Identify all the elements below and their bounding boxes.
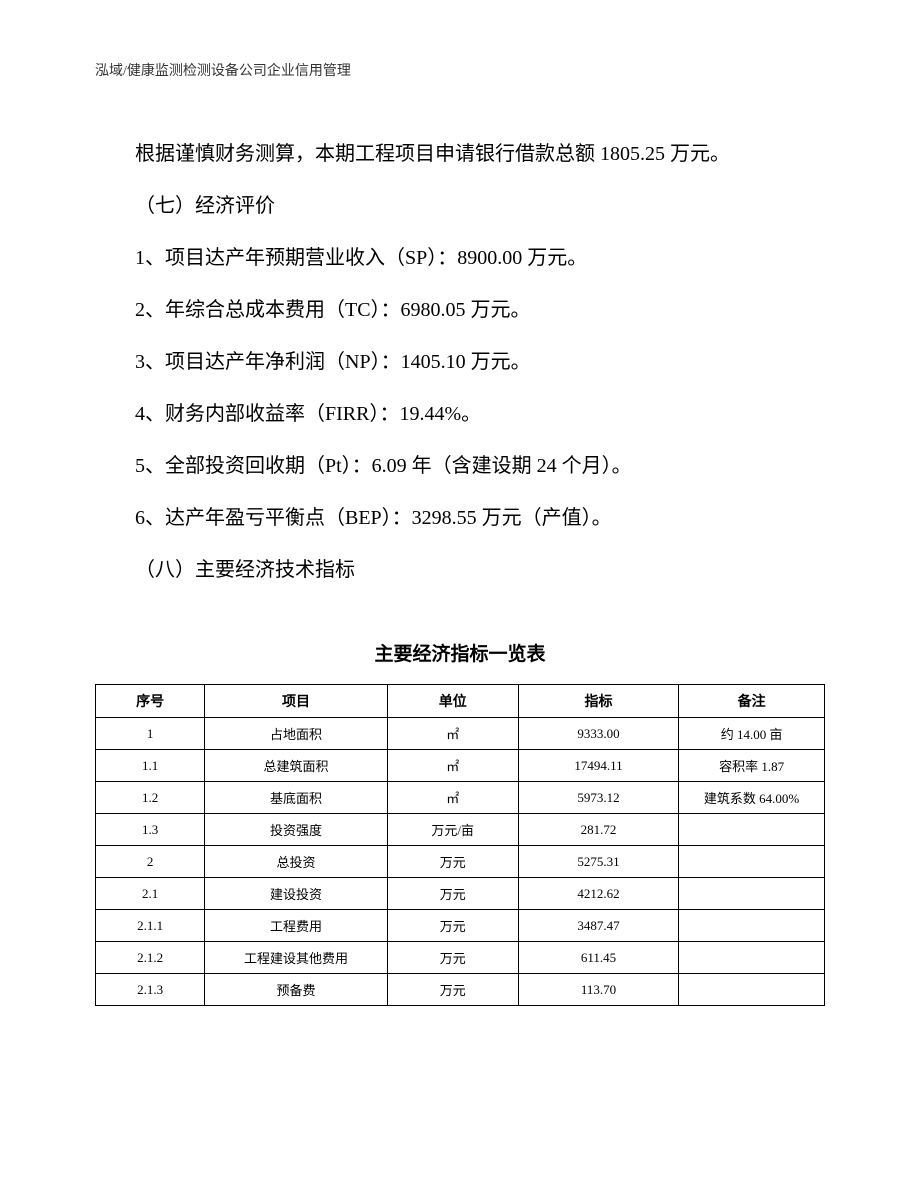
eval-item-6: 6、达产年盈亏平衡点（BEP）：3298.55 万元（产值）。 [95,494,825,542]
cell-unit: ㎡ [387,782,518,814]
eval-item-5: 5、全部投资回收期（Pt）：6.09 年（含建设期 24 个月）。 [95,442,825,490]
cell-note [679,814,825,846]
table-row: 1.2 基底面积 ㎡ 5973.12 建筑系数 64.00% [96,782,825,814]
cell-item: 占地面积 [205,718,387,750]
cell-seq: 2 [96,846,205,878]
cell-unit: 万元/亩 [387,814,518,846]
col-header-value: 指标 [518,685,678,718]
cell-value: 5275.31 [518,846,678,878]
cell-unit: 万元 [387,878,518,910]
cell-value: 281.72 [518,814,678,846]
cell-unit: 万元 [387,910,518,942]
cell-unit: 万元 [387,942,518,974]
cell-seq: 2.1.2 [96,942,205,974]
cell-value: 611.45 [518,942,678,974]
cell-seq: 2.1 [96,878,205,910]
cell-value: 5973.12 [518,782,678,814]
cell-note [679,974,825,1006]
eval-item-3: 3、项目达产年净利润（NP）：1405.10 万元。 [95,338,825,386]
cell-value: 9333.00 [518,718,678,750]
cell-note [679,878,825,910]
cell-note [679,942,825,974]
cell-note [679,910,825,942]
cell-value: 17494.11 [518,750,678,782]
col-header-seq: 序号 [96,685,205,718]
cell-value: 3487.47 [518,910,678,942]
cell-item: 基底面积 [205,782,387,814]
cell-unit: ㎡ [387,750,518,782]
cell-item: 建设投资 [205,878,387,910]
cell-seq: 1.2 [96,782,205,814]
table-row: 1 占地面积 ㎡ 9333.00 约 14.00 亩 [96,718,825,750]
table-body: 1 占地面积 ㎡ 9333.00 约 14.00 亩 1.1 总建筑面积 ㎡ 1… [96,718,825,1006]
table-row: 1.1 总建筑面积 ㎡ 17494.11 容积率 1.87 [96,750,825,782]
section-seven-title: （七）经济评价 [95,182,825,230]
cell-note [679,846,825,878]
eval-item-2: 2、年综合总成本费用（TC）：6980.05 万元。 [95,286,825,334]
intro-paragraph: 根据谨慎财务测算，本期工程项目申请银行借款总额 1805.25 万元。 [95,130,825,178]
cell-unit: 万元 [387,974,518,1006]
economic-indicators-table: 序号 项目 单位 指标 备注 1 占地面积 ㎡ 9333.00 约 14.00 … [95,684,825,1006]
cell-seq: 1 [96,718,205,750]
cell-seq: 1.1 [96,750,205,782]
cell-item: 总建筑面积 [205,750,387,782]
table-row: 2.1.1 工程费用 万元 3487.47 [96,910,825,942]
table-row: 1.3 投资强度 万元/亩 281.72 [96,814,825,846]
cell-seq: 2.1.1 [96,910,205,942]
eval-item-1: 1、项目达产年预期营业收入（SP）：8900.00 万元。 [95,234,825,282]
table-title: 主要经济指标一览表 [95,639,825,666]
col-header-note: 备注 [679,685,825,718]
table-row: 2 总投资 万元 5275.31 [96,846,825,878]
cell-seq: 2.1.3 [96,974,205,1006]
page-header: 泓域/健康监测检测设备公司企业信用管理 [95,60,825,80]
cell-seq: 1.3 [96,814,205,846]
eval-item-4: 4、财务内部收益率（FIRR）：19.44%。 [95,390,825,438]
col-header-item: 项目 [205,685,387,718]
cell-item: 预备费 [205,974,387,1006]
col-header-unit: 单位 [387,685,518,718]
cell-note: 约 14.00 亩 [679,718,825,750]
cell-item: 工程建设其他费用 [205,942,387,974]
cell-item: 总投资 [205,846,387,878]
cell-item: 工程费用 [205,910,387,942]
cell-note: 建筑系数 64.00% [679,782,825,814]
cell-unit: ㎡ [387,718,518,750]
table-row: 2.1.2 工程建设其他费用 万元 611.45 [96,942,825,974]
cell-unit: 万元 [387,846,518,878]
main-content: 根据谨慎财务测算，本期工程项目申请银行借款总额 1805.25 万元。 （七）经… [95,130,825,594]
table-header-row: 序号 项目 单位 指标 备注 [96,685,825,718]
cell-item: 投资强度 [205,814,387,846]
cell-value: 113.70 [518,974,678,1006]
section-eight-title: （八）主要经济技术指标 [95,546,825,594]
cell-note: 容积率 1.87 [679,750,825,782]
table-row: 2.1 建设投资 万元 4212.62 [96,878,825,910]
table-row: 2.1.3 预备费 万元 113.70 [96,974,825,1006]
cell-value: 4212.62 [518,878,678,910]
